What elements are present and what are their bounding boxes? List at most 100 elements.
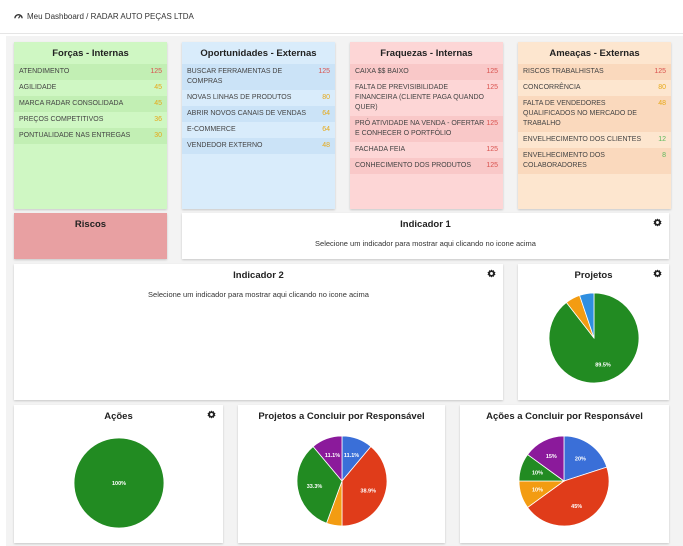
- gear-icon[interactable]: [207, 410, 216, 419]
- swot-item-label: ENVELHECIMENTO DOS CLIENTES: [523, 136, 642, 143]
- pie-slice[interactable]: [341, 445, 388, 527]
- acoes-resp-pie: 20% 45% 10% 10% 15%: [518, 435, 610, 527]
- pie-slice[interactable]: [296, 445, 343, 524]
- indicador1-title: Indicador 1: [400, 219, 451, 230]
- swot-item[interactable]: FACHADA FEIA 125: [350, 142, 503, 158]
- swot-item-label: NOVAS LINHAS DE PRODUTOS: [187, 94, 292, 101]
- swot-item-value: 45: [154, 84, 162, 91]
- swot-item[interactable]: ATENDIMENTO 125: [14, 64, 167, 80]
- projetos-card: Projetos 89.5%: [518, 264, 669, 400]
- weaknesses-card: Fraquezas - Internas CAIXA $$ BAIXO 125 FA…: [350, 42, 503, 209]
- swot-item-value: 125: [486, 162, 498, 169]
- swot-item-label: PONTUALIDADE NAS ENTREGAS: [19, 132, 131, 139]
- swot-item-value: 80: [658, 84, 666, 91]
- weaknesses-title: Fraquezas - Internas: [380, 48, 473, 59]
- acoes-pie: 100%: [73, 437, 165, 529]
- strengths-title: Forças - Internas: [52, 48, 129, 59]
- swot-item-label: RISCOS TRABALHISTAS: [523, 68, 604, 75]
- swot-item-label: FALTA DE PREVISIBILIDADE FINANCEIRA (CLI…: [355, 84, 485, 111]
- swot-item-value: 125: [654, 68, 666, 75]
- indicador2-title: Indicador 2: [233, 270, 284, 281]
- opportunities-card: Oportunidades - Externas BUSCAR FERRAMEN…: [182, 42, 335, 209]
- projetos-pie: 89.5%: [548, 292, 640, 384]
- breadcrumb: Meu Dashboard / RADAR AUTO PEÇAS LTDA: [14, 12, 194, 21]
- swot-item[interactable]: NOVAS LINHAS DE PRODUTOS 80: [182, 90, 335, 106]
- projetos-resp-pie: 11.1% 38.9% 33.3% 11.1%: [296, 435, 388, 527]
- swot-item[interactable]: ENVELHECIMENTO DOS COLABORADORES 8: [518, 148, 671, 174]
- swot-item-value: 125: [150, 68, 162, 75]
- swot-item[interactable]: CONHECIMENTO DOS PRODUTOS 125: [350, 158, 503, 174]
- riscos-card: Riscos: [14, 213, 167, 259]
- swot-item-value: 80: [322, 94, 330, 101]
- swot-item[interactable]: CONCORRÊNCIA 80: [518, 80, 671, 96]
- pie-slice-label: 11.1%: [344, 453, 359, 459]
- threats-title: Ameaças - Externas: [549, 48, 640, 59]
- swot-item[interactable]: CAIXA $$ BAIXO 125: [350, 64, 503, 80]
- swot-item[interactable]: AGILIDADE 45: [14, 80, 167, 96]
- swot-item-value: 125: [486, 120, 498, 127]
- swot-item-value: 48: [322, 142, 330, 149]
- pie-slice-label: 15%: [546, 454, 557, 460]
- swot-item-value: 48: [658, 100, 666, 107]
- swot-item-label: BUSCAR FERRAMENTAS DE COMPRAS: [187, 68, 283, 85]
- pie-slice[interactable]: [527, 435, 565, 482]
- pie-slice[interactable]: [312, 435, 343, 483]
- weaknesses-list: CAIXA $$ BAIXO 125 FALTA DE PREVISIBILIDAD…: [350, 64, 503, 174]
- strengths-card: Forças - Internas ATENDIMENTO 125 AGILIDAD…: [14, 42, 167, 209]
- breadcrumb-text[interactable]: Meu Dashboard / RADAR AUTO PEÇAS LTDA: [27, 12, 194, 21]
- swot-item-value: 125: [486, 84, 498, 91]
- indicador2-card: Indicador 2 Selecione um indicador para …: [14, 264, 503, 400]
- swot-item[interactable]: FALTA DE VENDEDORES QUALIFICADOS NO MERC…: [518, 96, 671, 132]
- swot-item[interactable]: PRÓ ATIVIDADE NA VENDA - OFERTAR E CONHE…: [350, 116, 503, 142]
- swot-item[interactable]: FALTA DE PREVISIBILIDADE FINANCEIRA (CLI…: [350, 80, 503, 116]
- gear-icon[interactable]: [653, 269, 662, 278]
- swot-item-label: VENDEDOR EXTERNO: [187, 142, 263, 149]
- threats-card: Ameaças - Externas RISCOS TRABALHISTAS 12…: [518, 42, 671, 209]
- gear-icon[interactable]: [653, 218, 662, 227]
- swot-item-value: 45: [154, 100, 162, 107]
- swot-item[interactable]: RISCOS TRABALHISTAS 125: [518, 64, 671, 80]
- swot-item-value: 8: [662, 152, 666, 159]
- threats-list: RISCOS TRABALHISTAS 125 CONCORRÊNCIA 80 FALT…: [518, 64, 671, 174]
- opportunities-title: Oportunidades - Externas: [200, 48, 317, 59]
- pie-slice[interactable]: [563, 435, 608, 482]
- swot-item-label: CAIXA $$ BAIXO: [355, 68, 409, 75]
- swot-item-value: 64: [322, 126, 330, 133]
- pie-slice-label: 100%: [112, 481, 126, 487]
- pie-slice-label: 20%: [575, 456, 586, 462]
- acoes-resp-card: Ações a Concluir por Responsável 20% 45% 1…: [460, 405, 669, 543]
- pie-slice[interactable]: [73, 437, 165, 529]
- swot-item-label: FALTA DE VENDEDORES QUALIFICADOS NO MERC…: [523, 100, 637, 127]
- swot-item-value: 125: [486, 146, 498, 153]
- acoes-card: Ações 100%: [14, 405, 223, 543]
- swot-item-label: PRÓ ATIVIDADE NA VENDA - OFERTAR E CONHE…: [355, 120, 485, 137]
- pie-slice-label: 89.5%: [595, 362, 611, 368]
- swot-item-value: 30: [154, 132, 162, 139]
- projetos-resp-card: Projetos a Concluir por Responsável 11.1…: [238, 405, 445, 543]
- swot-item[interactable]: ENVELHECIMENTO DOS CLIENTES 12: [518, 132, 671, 148]
- indicador1-message: Selecione um indicador para mostrar aqui…: [315, 239, 536, 248]
- pie-slice-label: 11.1%: [325, 453, 340, 459]
- acoes-title: Ações: [104, 411, 133, 422]
- pie-slice-label: 33.3%: [307, 484, 323, 490]
- projetos-resp-title: Projetos a Concluir por Responsável: [258, 411, 425, 422]
- swot-item-label: CONCORRÊNCIA: [523, 84, 581, 91]
- pie-slice-label: 45%: [571, 504, 582, 510]
- pie-slice[interactable]: [527, 466, 610, 527]
- swot-item-label: E-COMMERCE: [187, 126, 236, 133]
- swot-item[interactable]: ABRIR NOVOS CANAIS DE VENDAS 64: [182, 106, 335, 122]
- pie-slice[interactable]: [579, 292, 595, 339]
- swot-item[interactable]: PONTUALIDADE NAS ENTREGAS 30: [14, 128, 167, 144]
- swot-item[interactable]: E-COMMERCE 64: [182, 122, 335, 138]
- swot-item[interactable]: MARCA RADAR CONSOLIDADA 45: [14, 96, 167, 112]
- swot-item-value: 125: [318, 68, 330, 75]
- swot-item[interactable]: PREÇOS COMPETITIVOS 36: [14, 112, 167, 128]
- swot-item[interactable]: VENDEDOR EXTERNO 48: [182, 138, 335, 154]
- indicador1-card: Indicador 1 Selecione um indicador para …: [182, 213, 669, 259]
- pie-slice-label: 38.9%: [360, 489, 376, 495]
- swot-item[interactable]: BUSCAR FERRAMENTAS DE COMPRAS 125: [182, 64, 335, 90]
- gear-icon[interactable]: [487, 269, 496, 278]
- swot-item-value: 125: [486, 68, 498, 75]
- swot-item-label: ATENDIMENTO: [19, 68, 70, 75]
- opportunities-list: BUSCAR FERRAMENTAS DE COMPRAS 125 NOVAS LI…: [182, 64, 335, 154]
